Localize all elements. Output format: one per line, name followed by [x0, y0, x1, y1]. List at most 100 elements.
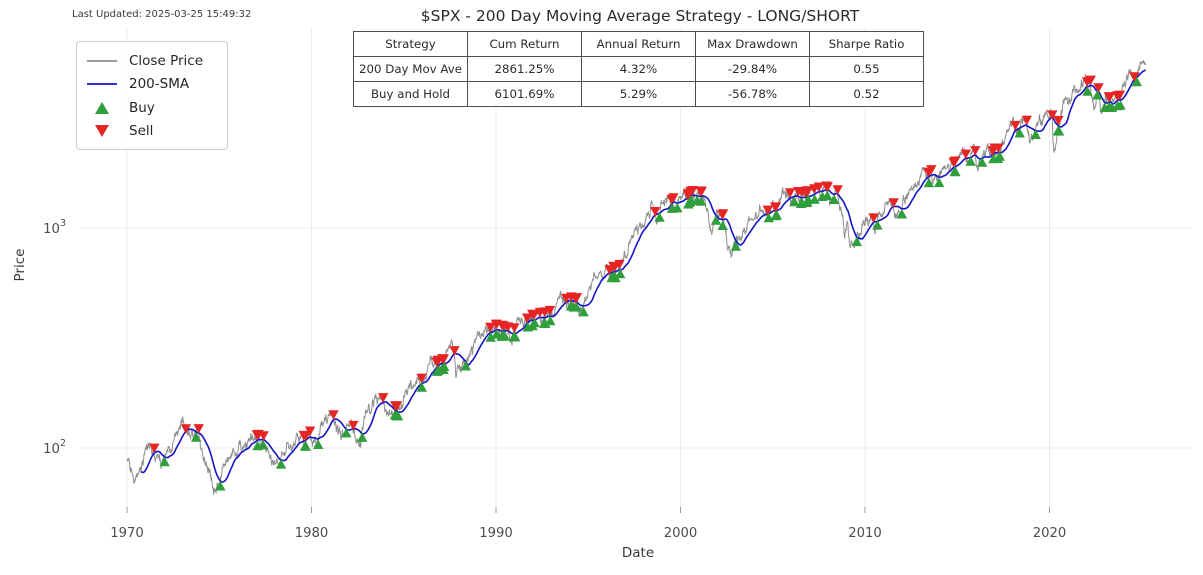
sell-marker	[868, 213, 879, 223]
sell-marker	[149, 443, 160, 454]
buy-marker	[258, 439, 269, 450]
buy-marker	[695, 196, 707, 206]
stats-cell-0-4: 0.55	[809, 56, 924, 82]
sell-marker	[378, 393, 389, 403]
buy-marker	[934, 177, 945, 188]
buy-marker	[872, 220, 883, 230]
stats-table-body: 200 Day Mov Ave 2861.25% 4.32% -29.84% 0.55 B…	[353, 56, 924, 107]
sell-marker	[762, 205, 773, 216]
legend-item-buy: Buy	[85, 96, 219, 120]
x-tick-label-2020: 2020	[1033, 526, 1067, 541]
buy-marker	[672, 202, 683, 213]
sell-marker	[348, 420, 359, 431]
buy-marker	[215, 481, 226, 491]
buy-marker	[654, 212, 665, 222]
buy-marker	[1030, 129, 1041, 139]
y-tick-label-100: 102	[43, 438, 66, 457]
sell-marker	[258, 431, 269, 441]
stats-cell-0-0: 200 Day Mov Ave	[353, 56, 468, 82]
buy-marker	[950, 166, 961, 177]
buy-marker	[485, 332, 496, 342]
stats-row-0: 200 Day Mov Ave 2861.25% 4.32% -29.84% 0.55	[353, 56, 924, 82]
x-tick-label-2010: 2010	[848, 526, 882, 541]
stats-header-cell-4: Sharpe Ratio	[809, 31, 924, 57]
stats-cell-1-3: -56.78%	[695, 81, 810, 107]
buy-marker	[341, 427, 352, 438]
buy-marker	[357, 432, 368, 442]
stats-header-row: Strategy Cum Return Annual Return Max Drawd…	[353, 31, 924, 57]
buy-marker	[540, 318, 551, 328]
sell-down-triangle-icon	[95, 125, 109, 138]
sell-marker	[438, 354, 449, 364]
sell-markers	[149, 72, 1140, 454]
close-price-line	[126, 59, 1147, 496]
sell-marker	[696, 186, 707, 196]
stats-cell-0-2: 4.32%	[581, 56, 696, 82]
sell-marker	[304, 426, 316, 436]
sell-marker	[416, 373, 427, 384]
200-sma-line-sample	[87, 83, 117, 86]
sell-marker	[1021, 115, 1032, 126]
sell-marker	[970, 146, 981, 156]
sell-marker	[1085, 75, 1096, 86]
stats-table: Strategy Cum Return Annual Return Max Drawd…	[353, 31, 924, 107]
buy-marker	[1014, 128, 1025, 138]
buy-marker	[392, 410, 404, 421]
legend-item-sell: Sell	[85, 120, 219, 144]
sell-marker	[832, 185, 843, 195]
sell-marker	[1047, 110, 1058, 120]
sell-marker	[770, 202, 782, 212]
sell-marker	[193, 424, 204, 434]
buy-marker	[416, 382, 427, 392]
y-tick-label-1000: 103	[43, 218, 66, 237]
buy-marker	[1092, 90, 1103, 100]
chart-title: $SPX - 200 Day Moving Average Strategy -…	[420, 7, 860, 25]
buy-marker	[499, 331, 511, 341]
buy-marker	[439, 361, 450, 371]
sell-marker	[960, 149, 971, 160]
sell-marker	[813, 182, 825, 192]
x-tick-label-1980: 1980	[295, 526, 329, 541]
buy-marker	[1053, 126, 1065, 136]
buy-marker	[1115, 100, 1126, 110]
sell-marker	[1093, 83, 1104, 93]
sell-marker	[1053, 115, 1064, 126]
close-price-line-sample	[87, 59, 117, 62]
sell-marker	[650, 207, 661, 217]
sell-marker	[668, 193, 679, 203]
chart-legend: Close Price 200-SMA Buy Sell	[76, 41, 228, 150]
buy-marker	[730, 241, 741, 251]
buy-marker	[896, 209, 908, 219]
buy-marker	[923, 177, 935, 188]
buy-marker	[529, 317, 540, 328]
stats-header-cell-2: Annual Return	[581, 31, 696, 57]
buy-marker	[191, 432, 202, 442]
legend-label-200-sma: 200-SMA	[129, 76, 190, 93]
sell-marker	[687, 186, 698, 196]
buy-marker	[1131, 76, 1142, 87]
stats-cell-0-3: -29.84%	[695, 56, 810, 82]
sell-marker	[822, 182, 833, 192]
legend-item-200-sma: 200-SMA	[85, 73, 219, 97]
sell-marker	[529, 309, 540, 320]
y-axis-label: Price	[12, 248, 28, 282]
buy-marker	[300, 441, 311, 451]
sell-marker	[300, 431, 311, 442]
buy-marker	[717, 220, 728, 230]
last-updated-text: Last Updated: 2025-03-25 15:49:32	[72, 9, 252, 20]
sell-marker	[571, 293, 583, 303]
buy-marker	[313, 439, 324, 449]
buy-marker	[809, 194, 820, 204]
buy-marker	[965, 156, 976, 166]
legend-label-sell: Sell	[129, 123, 154, 140]
buy-marker	[789, 196, 800, 207]
sell-marker	[328, 410, 339, 420]
stats-cell-1-1: 6101.69%	[467, 81, 582, 107]
stats-row-1: Buy and Hold 6101.69% 5.29% -56.78% 0.52	[353, 81, 924, 107]
sell-marker	[993, 143, 1004, 153]
sell-marker	[784, 188, 796, 198]
stats-header-cell-1: Cum Return	[467, 31, 582, 57]
sell-marker	[926, 165, 937, 175]
